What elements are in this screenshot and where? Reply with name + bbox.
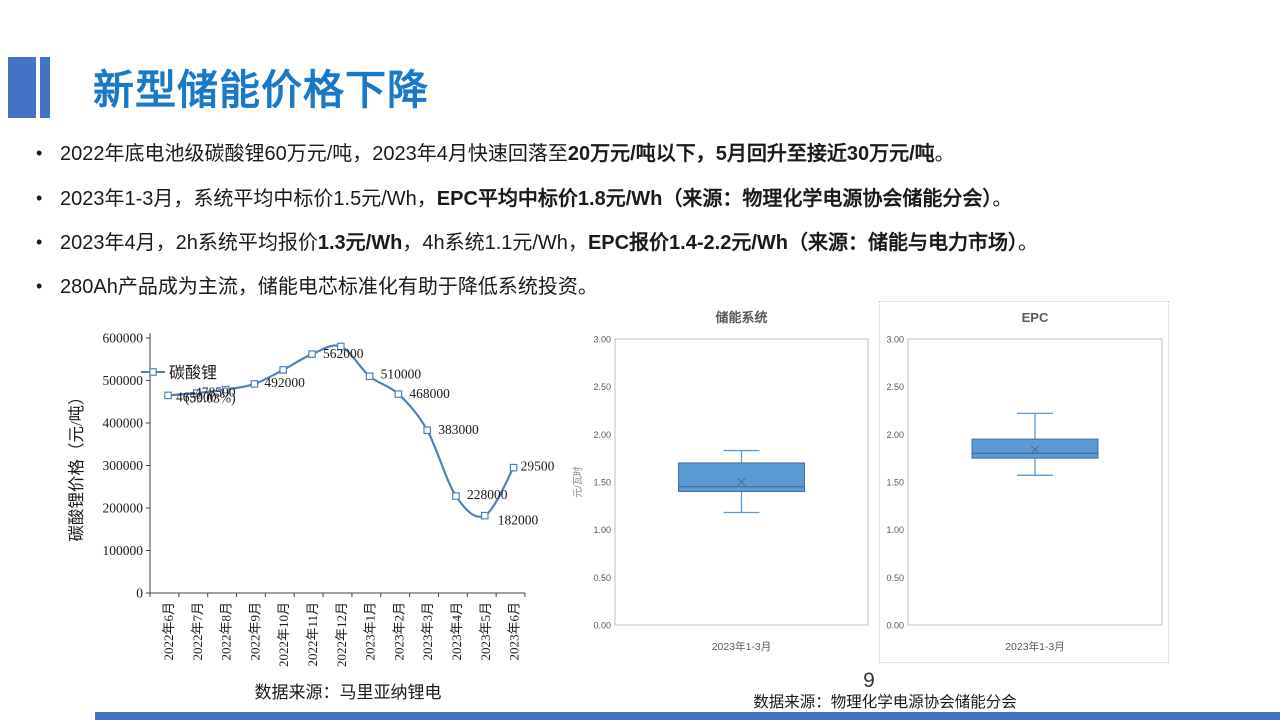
title-accent-bar-small (40, 57, 50, 118)
svg-text:0: 0 (136, 586, 143, 601)
svg-text:2022年6月: 2022年6月 (161, 602, 176, 661)
page-number: 9 (863, 669, 875, 692)
storage-system-box-plot: 储能系统 0.00 0.50 1.00 1.50 2.00 2.50 3.00 元/瓦时 2023… (572, 302, 878, 662)
svg-text:1.50: 1.50 (886, 478, 904, 488)
svg-text:465000: 465000 (176, 389, 217, 404)
svg-text:492000: 492000 (264, 375, 305, 390)
lithium-carbonate-price-line-chart: 0 100000 200000 300000 400000 500000 600000 202… (55, 325, 561, 705)
svg-text:2023年1-3月: 2023年1-3月 (1005, 640, 1065, 653)
bullet-text-bold: EPC平均中标价1.8元/Wh（来源：物理化学电源协会储能分会） (436, 188, 993, 210)
svg-text:0.00: 0.00 (593, 621, 611, 631)
svg-text:2022年12月: 2022年12月 (334, 602, 349, 667)
svg-text:2.00: 2.00 (886, 430, 904, 440)
bullet-dot: • (36, 143, 43, 163)
bullet-text: 。 (1017, 232, 1038, 254)
svg-text:碳酸锂价格（元/吨）: 碳酸锂价格（元/吨） (67, 388, 86, 541)
svg-text:383000: 383000 (438, 422, 479, 437)
svg-text:2023年5月: 2023年5月 (478, 602, 493, 661)
svg-text:2022年10月: 2022年10月 (276, 602, 291, 667)
svg-text:1.00: 1.00 (886, 525, 904, 535)
svg-text:2023年6月: 2023年6月 (507, 602, 522, 661)
svg-text:2023年4月: 2023年4月 (449, 602, 464, 661)
bullet-dot: • (36, 188, 43, 208)
svg-text:0.00: 0.00 (886, 621, 904, 631)
bullet-dot: • (36, 232, 43, 252)
bullet-text: 2023年4月，2h系统平均报价 (60, 232, 318, 254)
svg-text:2.50: 2.50 (886, 382, 904, 392)
svg-text:元/瓦时: 元/瓦时 (572, 466, 584, 498)
bullet-item-1: • 2022年底电池级碳酸锂60万元/吨，2023年4月快速回落至20万元/吨以下… (36, 140, 955, 167)
svg-text:碳酸锂: 碳酸锂 (169, 364, 217, 382)
svg-text:2.00: 2.00 (593, 430, 611, 440)
svg-text:182000: 182000 (498, 513, 539, 528)
epc-box-plot: EPC 0.00 0.50 1.00 1.50 2.00 2.50 3.00 2023年1-3月 (879, 301, 1169, 663)
svg-text:300000: 300000 (103, 458, 144, 473)
svg-text:228000: 228000 (467, 487, 508, 502)
svg-text:2022年8月: 2022年8月 (219, 602, 234, 661)
bullet-dot: • (36, 276, 43, 296)
svg-text:3.00: 3.00 (886, 335, 904, 345)
svg-text:2023年1-3月: 2023年1-3月 (712, 640, 772, 653)
bullet-text: ，4h系统1.1元/Wh， (402, 232, 588, 254)
svg-text:400000: 400000 (103, 416, 144, 431)
box-charts-source-note: 数据来源：物理化学电源协会储能分会 (753, 694, 1017, 711)
svg-text:100000: 100000 (103, 543, 144, 558)
svg-text:2.50: 2.50 (593, 382, 611, 392)
bullet-text: 。 (992, 188, 1013, 210)
bullet-text: 。 (934, 143, 955, 165)
svg-text:468000: 468000 (409, 386, 450, 401)
svg-text:1.50: 1.50 (593, 478, 611, 488)
bullet-item-4: • 280Ah产品成为主流，储能电芯标准化有助于降低系统投资。 (36, 273, 598, 300)
svg-text:2023年1月: 2023年1月 (363, 602, 378, 661)
svg-text:2023年2月: 2023年2月 (391, 602, 406, 661)
bullet-text-bold: EPC报价1.4-2.2元/Wh（来源：储能与电力市场） (587, 232, 1018, 254)
svg-text:562000: 562000 (323, 346, 364, 361)
svg-text:2022年7月: 2022年7月 (190, 602, 205, 661)
svg-text:200000: 200000 (103, 501, 144, 516)
footer-accent-bar (95, 712, 1280, 720)
bullet-item-2: • 2023年1-3月，系统平均中标价1.5元/Wh，EPC平均中标价1.8元/W… (36, 185, 1012, 212)
svg-text:2023年3月: 2023年3月 (420, 602, 435, 661)
svg-text:1.00: 1.00 (593, 525, 611, 535)
svg-text:2022年11月: 2022年11月 (305, 602, 320, 667)
svg-text:储能系统: 储能系统 (714, 310, 767, 325)
bullet-text-bold: 20万元/吨以下，5月回升至接近30万元/吨 (567, 143, 935, 165)
bullet-text: 2022年底电池级碳酸锂60万元/吨，2023年4月快速回落至 (60, 143, 568, 165)
svg-text:500000: 500000 (103, 373, 144, 388)
svg-text:(59.03%): (59.03%) (185, 390, 236, 405)
svg-text:295000: 295000 (521, 459, 555, 474)
svg-text:510000: 510000 (381, 366, 422, 381)
svg-text:0.50: 0.50 (593, 573, 611, 583)
line-chart-source-note: 数据来源：马里亚纳锂电 (254, 683, 442, 702)
bullet-item-3: • 2023年4月，2h系统平均报价1.3元/Wh，4h系统1.1元/Wh，EPC… (36, 229, 1038, 256)
svg-text:2022年9月: 2022年9月 (247, 602, 262, 661)
bullet-text: 2023年1-3月，系统平均中标价1.5元/Wh， (60, 188, 437, 210)
svg-text:3.00: 3.00 (593, 335, 611, 345)
svg-text:EPC: EPC (1022, 310, 1049, 325)
bullet-text-bold: 1.3元/Wh (317, 232, 403, 254)
svg-text:478500: 478500 (195, 384, 236, 399)
svg-text:0.50: 0.50 (886, 573, 904, 583)
title-accent-bar-large (8, 57, 36, 118)
svg-text:600000: 600000 (103, 331, 144, 346)
bullet-text: 280Ah产品成为主流，储能电芯标准化有助于降低系统投资。 (60, 276, 598, 298)
page-title: 新型储能价格下降 (93, 67, 429, 113)
